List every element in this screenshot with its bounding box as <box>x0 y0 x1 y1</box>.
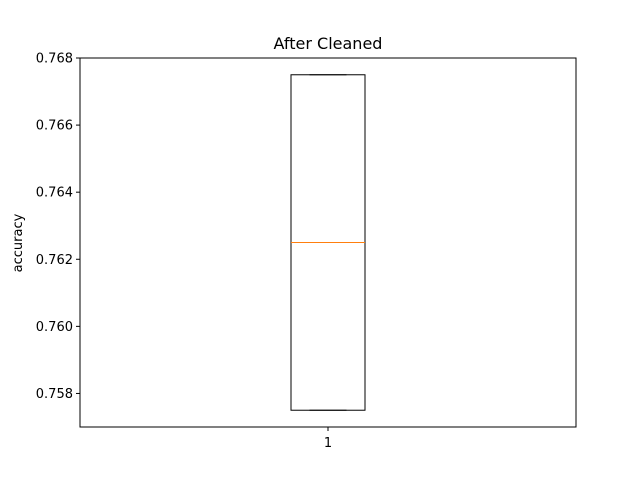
y-tick-label: 0.768 <box>36 52 73 67</box>
y-tick-label: 0.766 <box>36 119 73 134</box>
y-tick-label: 0.762 <box>36 253 73 268</box>
axes-frame <box>79 57 577 428</box>
plot-area: 0.758 0.760 0.762 0.764 0.766 0.768 1 <box>36 52 366 451</box>
y-tick-label: 0.758 <box>36 387 73 402</box>
y-tick-label: 0.760 <box>36 320 73 335</box>
chart-title: After Cleaned <box>274 34 383 53</box>
y-axis-label: accuracy <box>11 213 26 272</box>
y-tick-label: 0.764 <box>36 186 73 201</box>
x-tick-label: 1 <box>324 436 332 451</box>
